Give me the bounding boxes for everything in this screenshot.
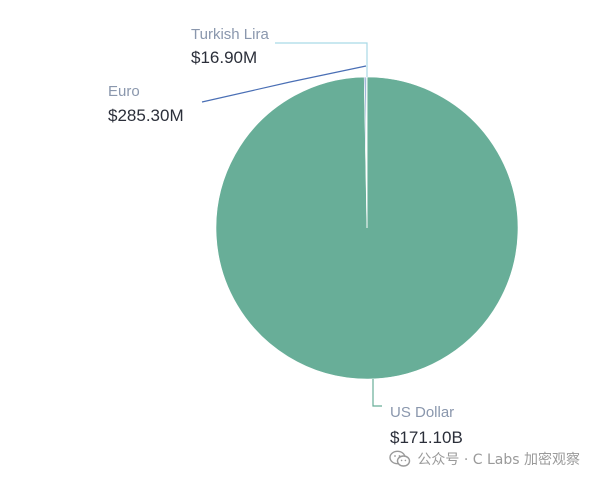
watermark: 公众号 · C Labs 加密观察 [389,449,580,469]
leader-line-euro [201,65,367,103]
leader-line-turkish-lira [275,42,368,77]
wechat-icon [389,450,411,467]
slice-label-name-us-dollar: US Dollar [390,404,454,421]
slice-label-value-euro: $285.30M [108,106,184,125]
slice-label-name-euro: Euro [108,83,140,100]
leader-line-us-dollar [372,379,382,407]
slice-label-value-us-dollar: $171.10B [390,428,463,447]
watermark-text: 公众号 · C Labs 加密观察 [417,452,580,468]
slice-labels: US Dollar $171.10B Euro $285.30M Turkish Lir… [108,26,463,447]
leader-lines [201,42,382,407]
slice-label-name-turkish-lira: Turkish Lira [191,26,269,43]
pie-slices [215,76,519,380]
slice-label-value-turkish-lira: $16.90M [191,48,257,67]
